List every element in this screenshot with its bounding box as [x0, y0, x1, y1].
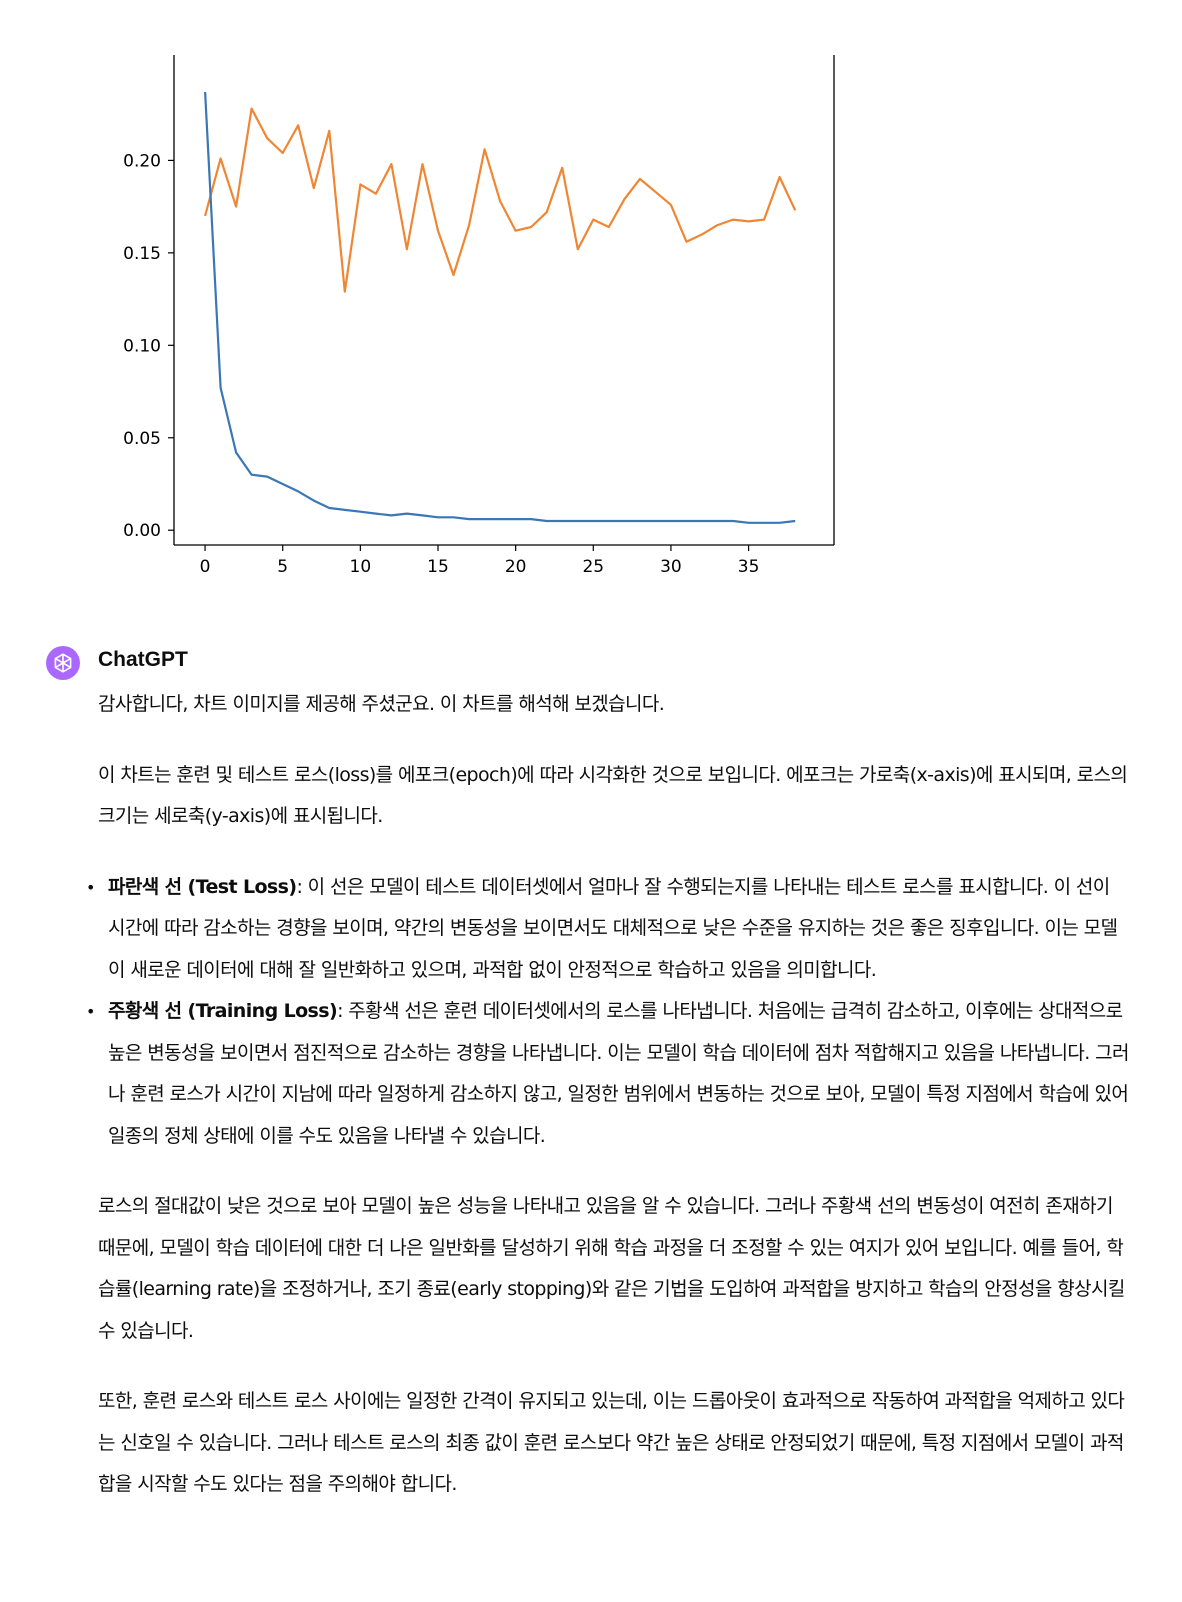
y-tick-label: 0.15: [123, 244, 161, 264]
x-tick-label: 10: [350, 557, 372, 577]
x-tick-label: 5: [277, 557, 288, 577]
y-tick-label: 0.20: [123, 151, 161, 171]
sender-name: ChatGPT: [98, 648, 188, 671]
y-tick-label: 0.10: [123, 336, 161, 356]
message-paragraph: 로스의 절대값이 낮은 것으로 보아 모델이 높은 성능을 나타내고 있음을 알…: [98, 1195, 1125, 1342]
bullet-icon: •: [86, 877, 95, 897]
series-line-test-loss: [204, 91, 796, 524]
x-tick-label: 25: [582, 557, 604, 577]
chart-axes: [173, 55, 835, 546]
x-tick-label: 15: [427, 557, 449, 577]
list-item: • 주황색 선 (Training Loss): 주황색 선은 훈련 데이터셋에서…: [86, 991, 1130, 1157]
bullet-title: 주황색 선 (Training Loss): [108, 1000, 338, 1022]
x-tick-label: 30: [660, 557, 682, 577]
y-tick-label: 0.05: [123, 429, 161, 449]
bullet-text: : 주황색 선은 훈련 데이터셋에서의 로스를 나타냅니다. 처음에는 급격히 …: [108, 1000, 1129, 1147]
x-tick-label: 20: [505, 557, 527, 577]
y-tick-label: 0.00: [123, 521, 161, 541]
assistant-message: 감사합니다, 차트 이미지를 제공해 주셨군요. 이 차트를 해석해 보겠습니다…: [86, 684, 1130, 1535]
chart-lines: [204, 91, 797, 524]
x-tick-label: 0: [200, 557, 211, 577]
message-paragraph: 또한, 훈련 로스와 테스트 로스 사이에는 일정한 간격이 유지되고 있는데,…: [98, 1390, 1125, 1495]
series-line-training-loss: [204, 107, 797, 293]
loss-chart: 0 5 10 15 20 25 30 35 0.00 0.05 0.10 0.15 0.20: [123, 55, 835, 577]
message-paragraph: 이 차트는 훈련 및 테스트 로스(loss)를 에포크(epoch)에 따라 …: [98, 763, 1128, 828]
x-tick-label: 35: [738, 557, 760, 577]
chatgpt-avatar: [46, 646, 80, 680]
bullet-icon: •: [86, 1002, 95, 1021]
list-item: • 파란색 선 (Test Loss): 이 선은 모델이 테스트 데이터셋에서 …: [86, 867, 1130, 992]
chart-ticks: 0 5 10 15 20 25 30 35 0.00 0.05 0.10 0.15 0.20: [123, 151, 759, 577]
bullet-title: 파란색 선 (Test Loss): [108, 875, 297, 898]
bullet-list: • 파란색 선 (Test Loss): 이 선은 모델이 테스트 데이터셋에서 …: [86, 867, 1130, 1158]
bullet-text: : 이 선은 모델이 테스트 데이터셋에서 얼마나 잘 수행되는지를 나타내는 …: [108, 875, 1118, 981]
openai-logo-icon: [54, 653, 72, 673]
message-paragraph: 감사합니다, 차트 이미지를 제공해 주셨군요. 이 차트를 해석해 보겠습니다…: [98, 693, 665, 715]
